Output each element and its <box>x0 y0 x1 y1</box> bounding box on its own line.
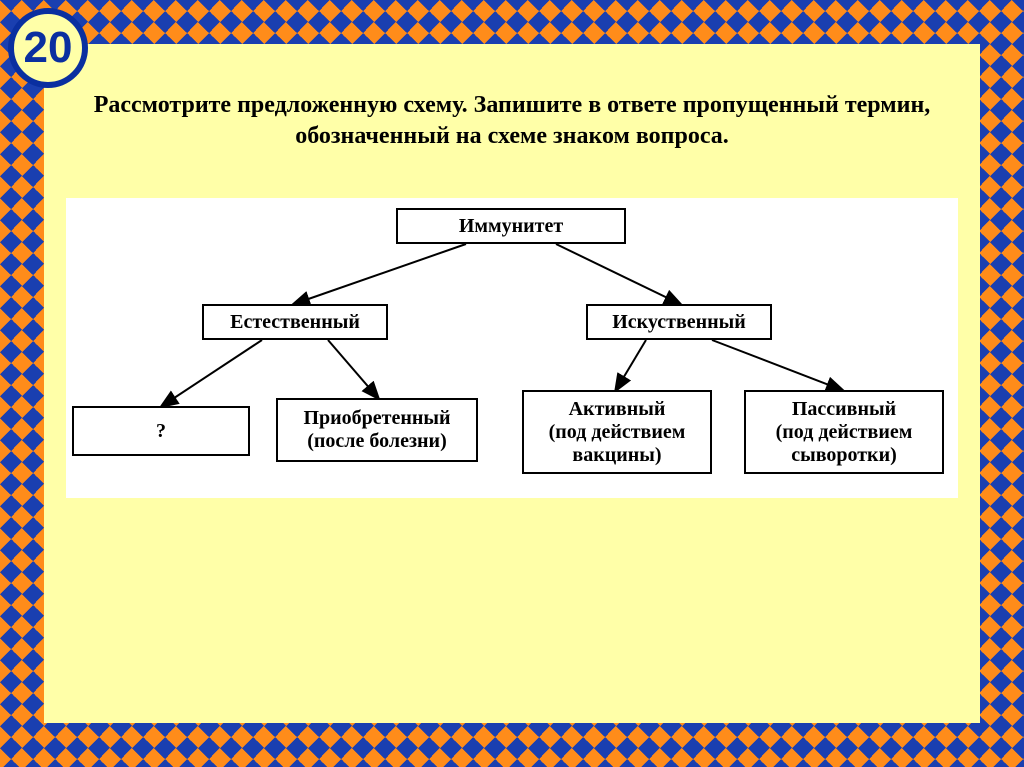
diagram-edge <box>712 340 842 390</box>
diagram-node-art: Искуственный <box>586 304 772 340</box>
diagram-edge <box>162 340 262 406</box>
question-number-badge: 20 <box>8 8 88 88</box>
diagram-node-nat: Естественный <box>202 304 388 340</box>
diagram-edge <box>328 340 378 398</box>
diagram-node-acq: Приобретенный (после болезни) <box>276 398 478 462</box>
diagram-node-root: Иммунитет <box>396 208 626 244</box>
diagram-node-q: ? <box>72 406 250 456</box>
diagram-node-active: Активный (под действием вакцины) <box>522 390 712 474</box>
question-number: 20 <box>24 23 73 73</box>
diagram-edge <box>294 244 466 304</box>
diagram-edge <box>556 244 680 304</box>
diagram-container: Иммунитет Естественный Искуственный? Приобр… <box>66 198 958 498</box>
question-title: Рассмотрите предложенную схему. Запишите… <box>60 90 964 152</box>
diagram-edge <box>616 340 646 390</box>
diagram-node-passive: Пассивный (под действием сыворотки) <box>744 390 944 474</box>
